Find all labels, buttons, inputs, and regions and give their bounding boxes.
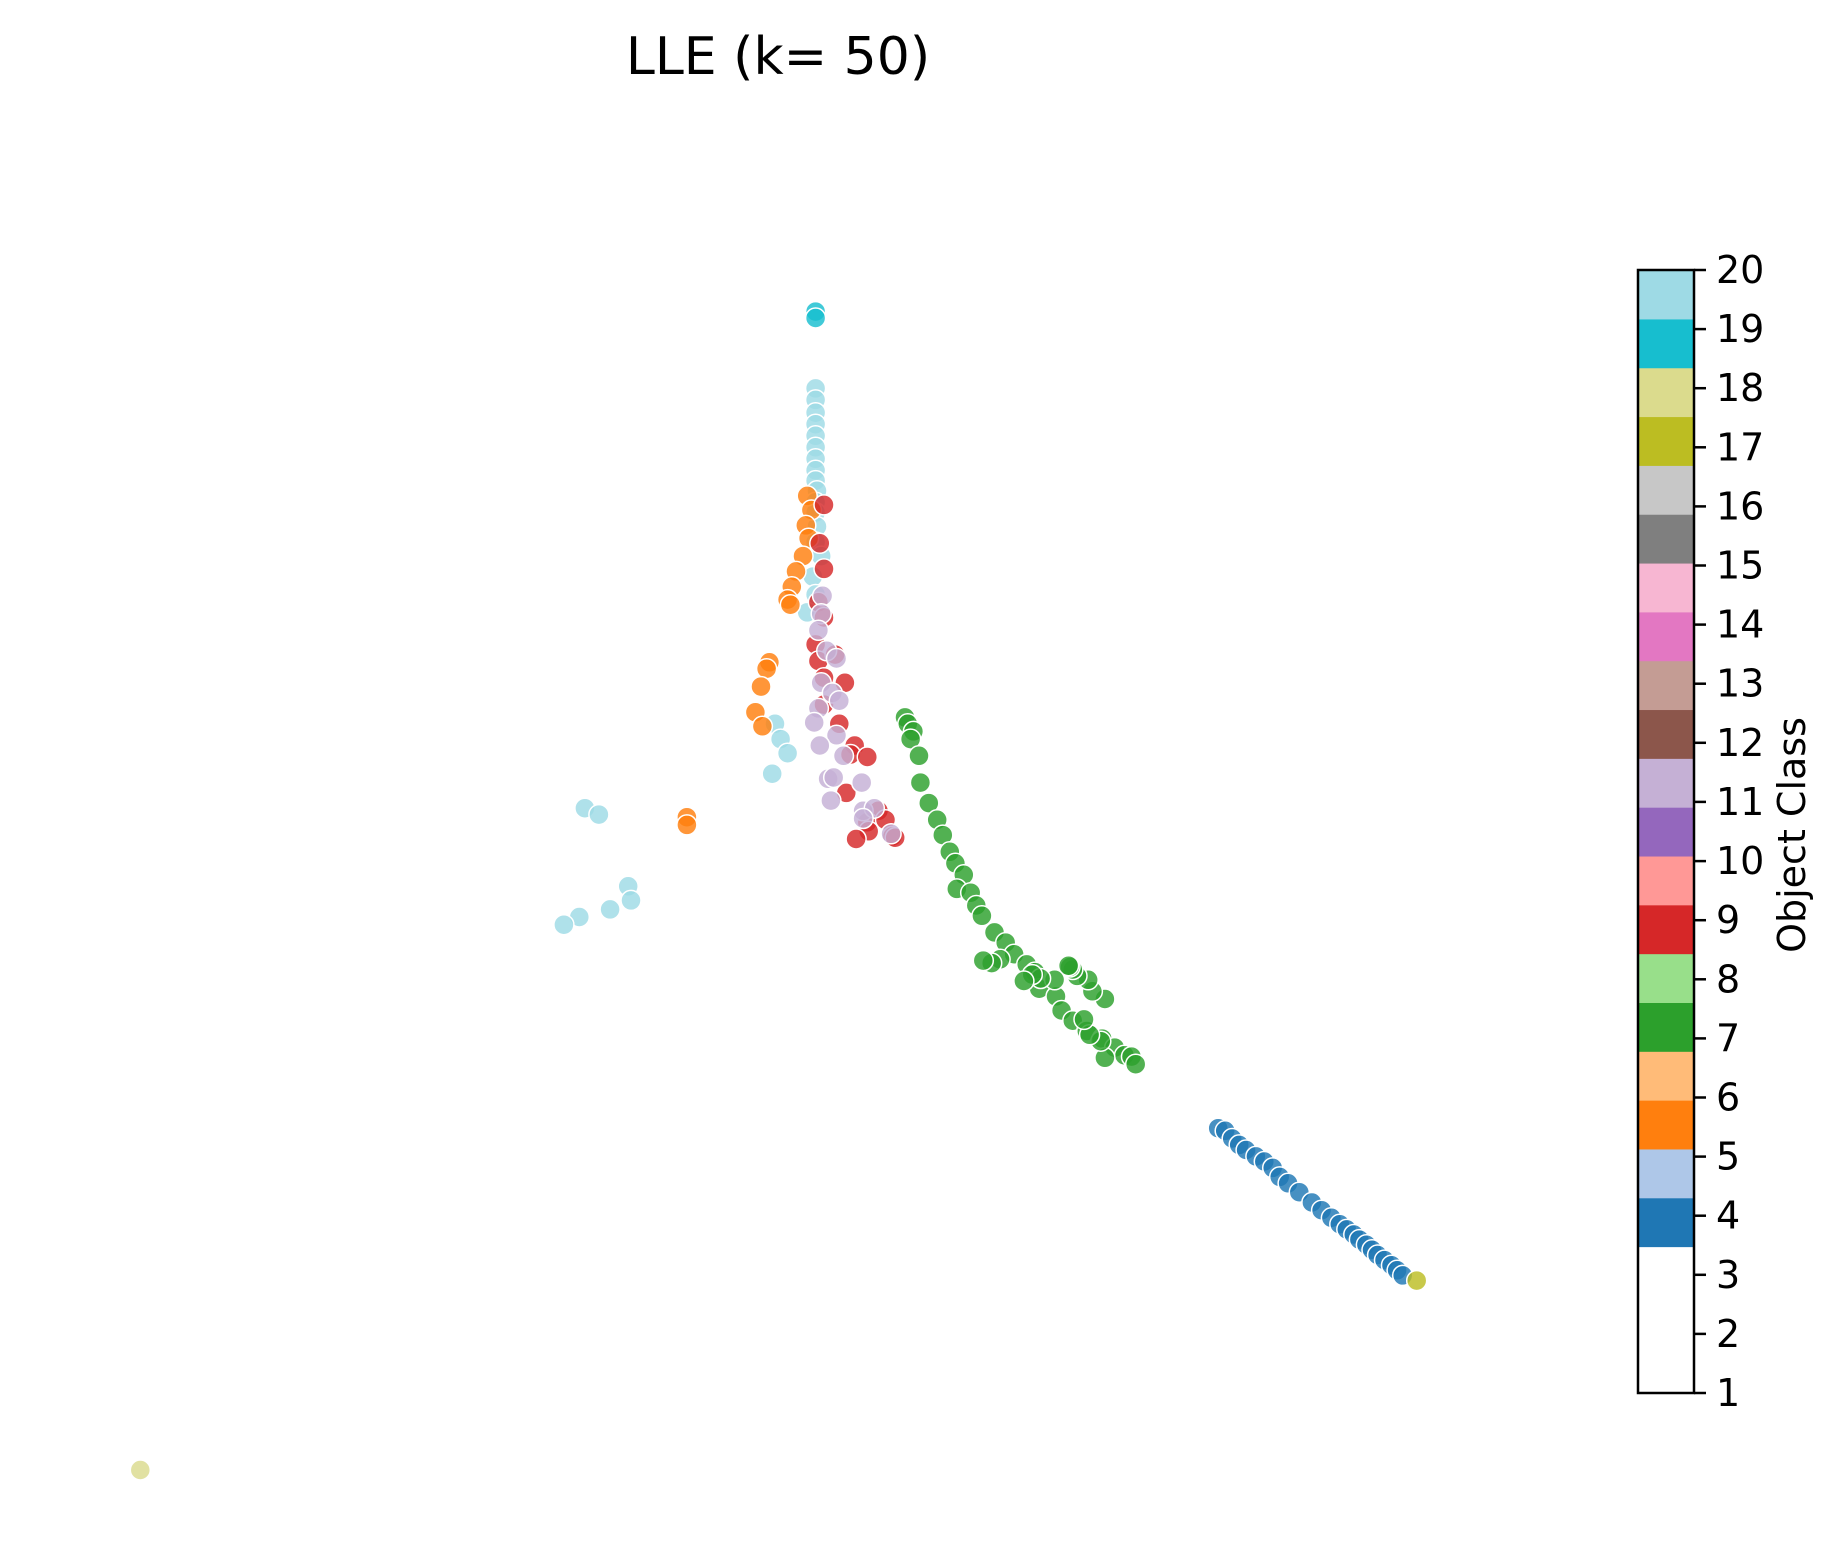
colorbar-segment xyxy=(1638,416,1694,466)
colorbar-segment xyxy=(1638,318,1694,369)
colorbar-tick-label: 1 xyxy=(1716,1371,1740,1415)
point-class-11 xyxy=(850,771,873,794)
colorbar-segment xyxy=(1638,270,1694,320)
colorbar-tick-label: 14 xyxy=(1716,603,1764,647)
point-class-17 xyxy=(129,1459,152,1481)
point-class-9 xyxy=(813,558,835,580)
colorbar-tick-label: 7 xyxy=(1716,1016,1740,1060)
point-class-9 xyxy=(813,494,835,516)
colorbar-label: Object Class xyxy=(1770,717,1814,953)
colorbar-tick-label: 3 xyxy=(1716,1253,1740,1297)
point-class-11 xyxy=(803,711,825,734)
colorbar-segment xyxy=(1638,807,1694,857)
point-class-11 xyxy=(809,734,831,757)
point-class-7 xyxy=(1073,1008,1095,1031)
colorbar-tick-label: 13 xyxy=(1716,662,1764,706)
point-class-11 xyxy=(807,619,830,642)
colorbar-segment xyxy=(1638,1148,1694,1199)
colorbar-tick-label: 16 xyxy=(1716,484,1764,528)
point-class-7 xyxy=(908,745,930,767)
point-class-6 xyxy=(755,657,778,680)
point-class-11 xyxy=(811,585,834,607)
point-class-9 xyxy=(845,828,867,850)
colorbar-tick-label: 6 xyxy=(1716,1076,1740,1120)
point-class-19 xyxy=(776,742,799,764)
colorbar-tick-label: 10 xyxy=(1716,839,1764,883)
colorbar-tick-label: 15 xyxy=(1716,544,1764,588)
colorbar-tick-label: 8 xyxy=(1716,957,1740,1001)
point-class-11 xyxy=(822,766,845,789)
colorbar-segment xyxy=(1638,904,1694,955)
colorbar-segment xyxy=(1638,465,1694,515)
colorbar-segment xyxy=(1638,1051,1694,1101)
colorbar-tick-label: 20 xyxy=(1716,248,1764,292)
point-class-6 xyxy=(779,593,802,616)
point-class-11 xyxy=(852,807,874,830)
point-class-6 xyxy=(676,814,698,836)
colorbar-tick-label: 2 xyxy=(1716,1312,1740,1356)
colorbar-tick-label: 9 xyxy=(1716,898,1740,942)
point-class-11 xyxy=(828,689,851,712)
colorbar-segment xyxy=(1638,611,1694,662)
point-class-6 xyxy=(750,675,772,698)
point-class-11 xyxy=(880,823,902,845)
point-class-7 xyxy=(1013,970,1035,992)
colorbar-tick-label: 5 xyxy=(1716,1135,1740,1179)
colorbar-segment xyxy=(1638,855,1694,906)
point-class-9 xyxy=(856,746,879,768)
colorbar-segment xyxy=(1638,1197,1694,1248)
colorbar-segment xyxy=(1638,709,1694,759)
colorbar-segment xyxy=(1638,953,1694,1003)
colorbar-segment xyxy=(1638,514,1694,564)
colorbar-segment xyxy=(1638,758,1694,808)
point-class-19 xyxy=(599,898,621,921)
colorbar-tick-label: 12 xyxy=(1716,721,1764,765)
point-class-11 xyxy=(832,745,855,767)
point-class-19 xyxy=(588,803,610,826)
point-class-6 xyxy=(751,715,774,738)
colorbar-segment xyxy=(1638,562,1694,613)
chart-title: LLE (k= 50) xyxy=(626,27,930,87)
colorbar-segment xyxy=(1638,1100,1694,1150)
point-class-11 xyxy=(820,789,842,812)
point-class-7 xyxy=(1057,954,1080,977)
point-class-7 xyxy=(971,905,993,927)
point-class-19 xyxy=(761,762,783,785)
point-class-11 xyxy=(825,647,848,670)
colorbar-tick-label: 19 xyxy=(1716,307,1764,351)
point-class-7 xyxy=(1124,1053,1147,1075)
colorbar-frame xyxy=(1636,268,1696,1395)
point-class-7 xyxy=(909,771,932,794)
colorbar-segment xyxy=(1638,367,1694,418)
colorbar-segment xyxy=(1638,1246,1694,1296)
colorbar-tick-label: 4 xyxy=(1716,1194,1740,1238)
point-class-9 xyxy=(809,532,831,555)
colorbar-segment xyxy=(1638,1295,1694,1345)
point-class-18 xyxy=(804,307,827,329)
point-class-16 xyxy=(1405,1269,1428,1292)
scatter-points xyxy=(129,300,1428,1481)
point-class-19 xyxy=(553,913,575,936)
point-class-19 xyxy=(620,889,642,912)
colorbar-tick-label: 18 xyxy=(1716,366,1764,410)
colorbar-segment xyxy=(1638,1344,1694,1394)
colorbar-tick-label: 11 xyxy=(1716,780,1764,824)
colorbar-tick-label: 17 xyxy=(1716,425,1764,469)
colorbar-segment xyxy=(1638,1002,1694,1052)
point-class-7 xyxy=(972,949,995,972)
point-class-11 xyxy=(825,724,848,747)
colorbar-segment xyxy=(1638,660,1694,711)
